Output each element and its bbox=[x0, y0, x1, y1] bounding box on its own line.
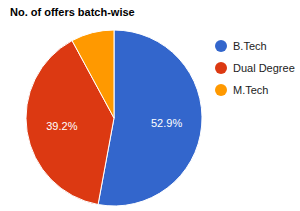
legend-swatch bbox=[215, 40, 227, 52]
data-label: 52.9% bbox=[151, 117, 182, 129]
data-label: 39.2% bbox=[46, 120, 77, 132]
legend-swatch bbox=[215, 62, 227, 74]
legend-label: B.Tech bbox=[233, 40, 267, 52]
legend-item: M.Tech bbox=[215, 84, 268, 96]
pie: 52.9% 39.2% bbox=[26, 30, 202, 206]
legend-label: Dual Degree bbox=[233, 62, 295, 74]
legend-swatch bbox=[215, 84, 227, 96]
title: No. of offers batch-wise bbox=[10, 6, 135, 18]
legend-label: M.Tech bbox=[233, 84, 268, 96]
slice bbox=[72, 30, 114, 118]
legend-item: Dual Degree bbox=[215, 62, 295, 74]
legend-item: B.Tech bbox=[215, 40, 267, 52]
legend: B.Tech Dual Degree M.Tech bbox=[215, 40, 295, 96]
chart: No. of offers batch-wise 52.9% 39.2% B.Tech… bbox=[0, 0, 300, 211]
